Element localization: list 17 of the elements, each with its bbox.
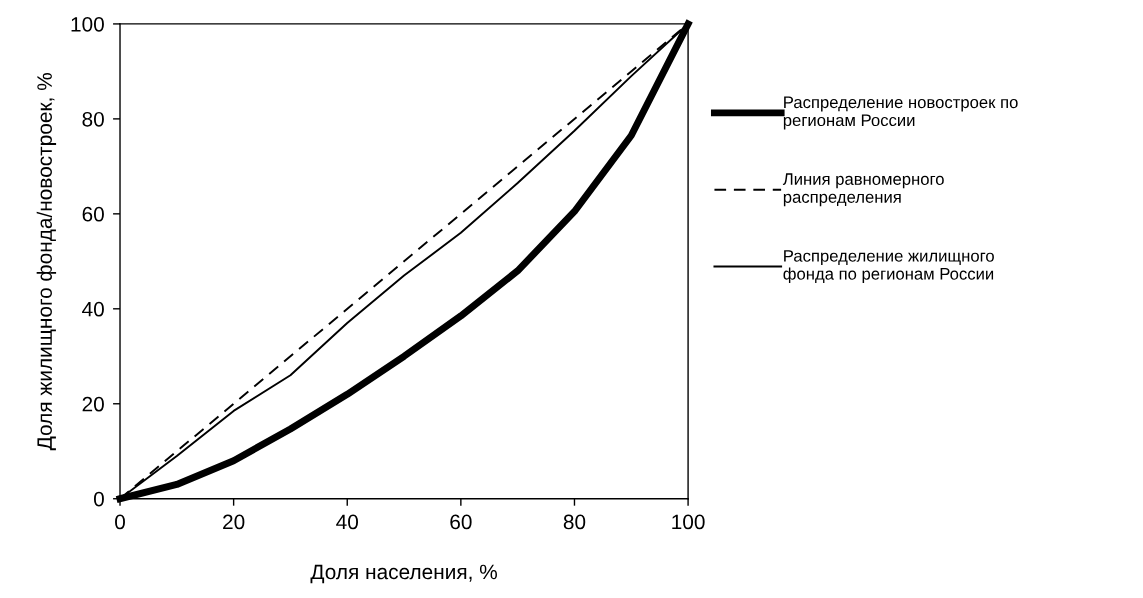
legend-label: Линия равномерного распределения xyxy=(782,173,944,207)
x-tick-label: 80 xyxy=(563,514,586,530)
y-tick-label: 0 xyxy=(93,491,104,507)
x-tick-label: 40 xyxy=(336,514,359,530)
x-tick-label: 100 xyxy=(672,514,705,530)
y-tick-label: 60 xyxy=(82,206,104,222)
y-tick-label: 20 xyxy=(82,396,104,412)
y-tick-label: 80 xyxy=(82,111,104,127)
y-tick-label: 40 xyxy=(82,301,104,317)
x-tick-label: 20 xyxy=(223,514,245,530)
y-axis-title: Доля жилищного фонда/новостроек, % xyxy=(36,73,57,451)
x-tick-label: 60 xyxy=(450,514,472,530)
x-axis-title: Доля населения, % xyxy=(310,564,497,584)
y-tick-label: 100 xyxy=(71,16,104,32)
legend-label: Распределение новостроек по регионам России xyxy=(783,96,1018,130)
legend-label: Распределение жилищного фонда по регионам России xyxy=(783,250,994,284)
x-tick-label: 0 xyxy=(115,514,125,530)
